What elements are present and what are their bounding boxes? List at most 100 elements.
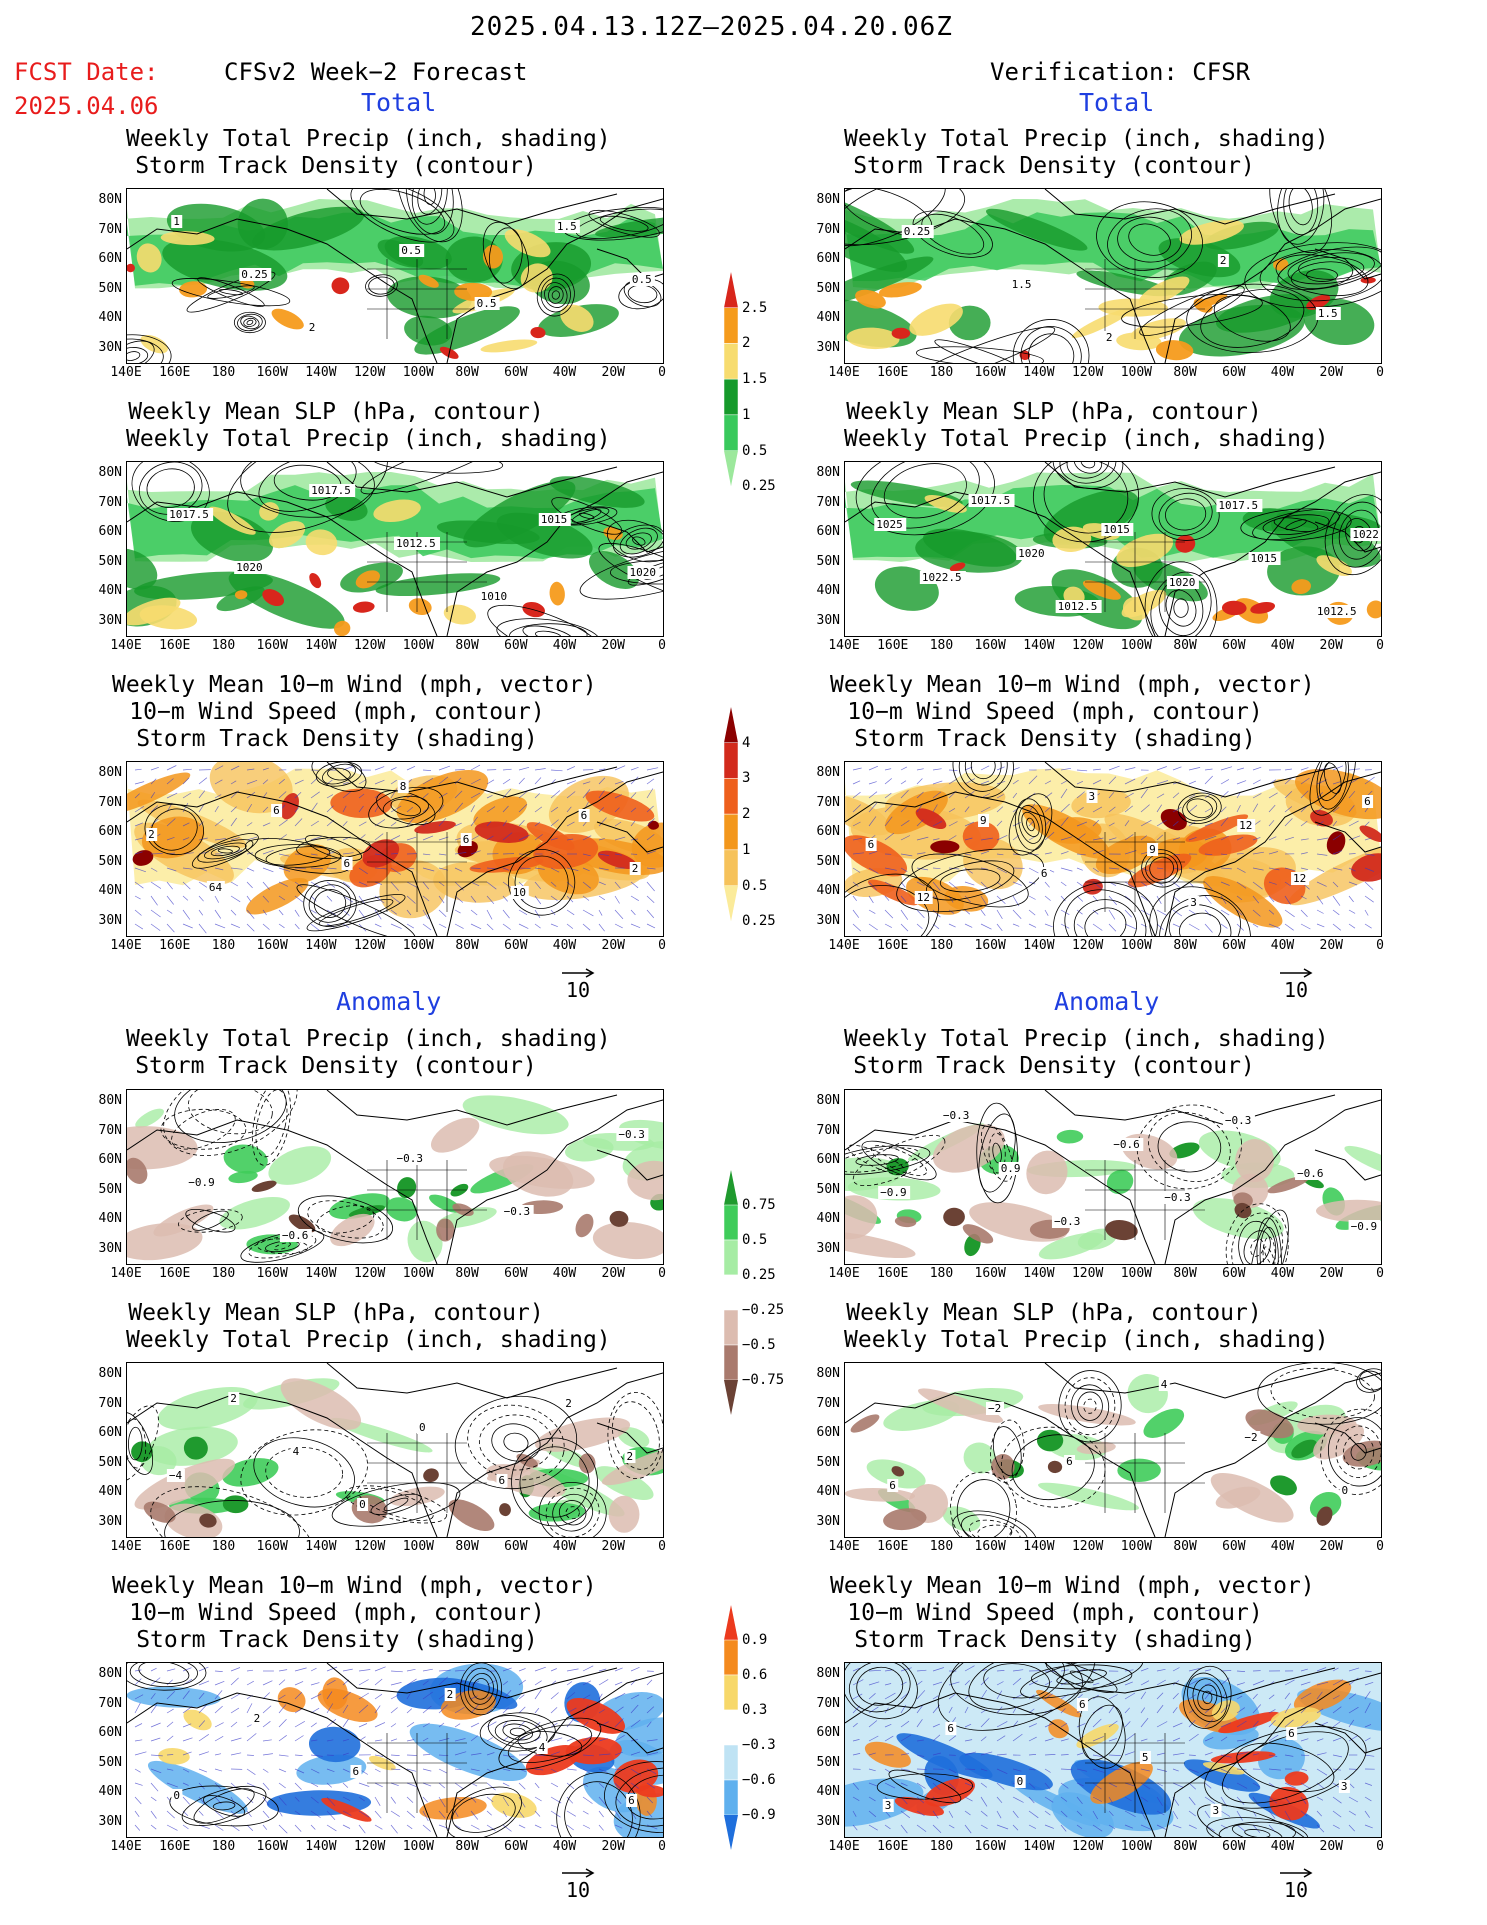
svg-text:2: 2 <box>1106 331 1113 344</box>
lon-label: 80W <box>455 638 479 653</box>
lon-label: 120W <box>353 1539 386 1554</box>
colorbar-label: 0.9 <box>742 1632 768 1648</box>
lat-label: 50N <box>98 280 122 296</box>
svg-text:−0.9: −0.9 <box>880 1186 907 1199</box>
lat-label: 60N <box>816 1152 840 1167</box>
svg-text:1017.5: 1017.5 <box>311 484 351 497</box>
lon-label: 60W <box>504 365 528 380</box>
contour-label: −2 <box>1242 1431 1261 1444</box>
svg-text:0: 0 <box>173 1789 180 1802</box>
lat-label: 40N <box>816 583 840 598</box>
lon-label: 60W <box>1222 365 1246 380</box>
lon-label: 160E <box>159 1266 191 1281</box>
contour-label: 0 <box>416 1421 428 1434</box>
vector-scale-left-top: 10 <box>560 960 596 1002</box>
svg-text:0.5: 0.5 <box>477 297 497 310</box>
lon-label: 100W <box>1120 1266 1153 1281</box>
fcst-date-value: 2025.04.06 <box>14 92 159 120</box>
lon-label: 160E <box>159 938 191 953</box>
lat-label: 40N <box>98 883 122 898</box>
contour-label: 6 <box>1038 867 1050 880</box>
lon-label: 180 <box>929 938 954 953</box>
contour-label: −4 <box>166 1469 185 1482</box>
lon-label: 40W <box>1270 1266 1295 1281</box>
lon-label: 140W <box>305 365 337 380</box>
contour-label: 1022.5 <box>1350 528 1381 541</box>
contour-label: 6 <box>1286 1727 1298 1740</box>
title-p1R: Weekly Total Precip (inch, shading) Storm… <box>844 126 1329 179</box>
lon-label: 20W <box>601 1539 625 1554</box>
contour-label: 12 <box>1237 819 1256 832</box>
lat-label: 40N <box>816 310 840 325</box>
lon-label: 160W <box>256 365 288 380</box>
lat-label: 40N <box>816 1484 840 1499</box>
lon-label: 120W <box>353 638 386 653</box>
lon-label: 180 <box>929 365 954 380</box>
lat-label: 80N <box>98 1666 122 1681</box>
lon-label: 120W <box>1071 638 1104 653</box>
contour-label: 3 <box>1338 1780 1350 1793</box>
title-p1L: Weekly Total Precip (inch, shading) Storm… <box>126 126 611 179</box>
contour-label: −0.9 <box>1348 1220 1381 1233</box>
contour-label: 0.5 <box>629 273 655 286</box>
map-field: −0.9 −0.3 0.9 −0.3 −0.6 −0.3 −0.3 −0.6 −0.9 <box>845 1090 1381 1264</box>
contour-label: 6 <box>271 804 283 817</box>
lon-label: 140W <box>1023 638 1055 653</box>
colorbar-label: −0.75 <box>742 1372 785 1388</box>
lon-label: 40W <box>1270 1539 1295 1554</box>
title-p4R: Weekly Total Precip (inch, shading) Storm… <box>844 1026 1329 1079</box>
contour-label: −0.3 <box>616 1128 649 1141</box>
lat-label: 30N <box>816 1513 840 1529</box>
svg-text:2: 2 <box>447 1688 454 1701</box>
contour-label: 6 <box>1362 795 1374 808</box>
map-panel-p3R: 6 12 9 6 3 9 3 12 12 6 <box>844 761 1382 937</box>
lon-label: 160E <box>877 365 909 380</box>
contour-label: 1020 <box>1166 576 1199 589</box>
contour-label: 6 <box>1076 1698 1088 1711</box>
svg-text:3: 3 <box>885 1799 892 1812</box>
lat-label: 80N <box>98 765 122 780</box>
colorbar-label: −0.5 <box>742 1337 776 1353</box>
lat-label: 40N <box>816 1211 840 1226</box>
lat-label: 30N <box>98 1240 122 1256</box>
contour-label: 0.5 <box>399 244 425 257</box>
colorbar-label: 0.25 <box>742 478 776 495</box>
colorbar-label: −0.25 <box>742 1302 785 1318</box>
svg-text:−0.3: −0.3 <box>1054 1215 1081 1228</box>
svg-text:−0.3: −0.3 <box>1225 1114 1252 1127</box>
lat-label: 50N <box>98 853 122 869</box>
lat-label: 70N <box>816 1395 840 1411</box>
map-panel-p6R: 3 6 0 6 5 3 6 3 <box>844 1662 1382 1838</box>
lon-label: 140E <box>110 1266 142 1281</box>
lon-label: 0 <box>658 1266 666 1281</box>
colorbar-label: −0.9 <box>742 1807 776 1823</box>
title-p6L: Weekly Mean 10−m Wind (mph, vector) 10−m … <box>112 1573 597 1653</box>
contour-label: −2 <box>985 1402 1004 1415</box>
svg-text:1015: 1015 <box>541 513 568 526</box>
lat-label: 70N <box>98 494 122 510</box>
svg-text:1012.5: 1012.5 <box>396 537 436 550</box>
contour-label: 2 <box>1103 331 1115 344</box>
lon-label: 80W <box>1173 1266 1197 1281</box>
lon-label: 0 <box>658 1539 666 1554</box>
lat-label: 80N <box>816 192 840 207</box>
colorbar-label: 1.5 <box>742 371 768 388</box>
svg-text:−0.6: −0.6 <box>1113 1138 1140 1151</box>
lon-label: 120W <box>1071 938 1104 953</box>
contour-label: 0 <box>357 1498 369 1511</box>
svg-text:9: 9 <box>980 814 987 827</box>
colorbar-precip-total: 2.5 2 1.5 1 0.5 0.25 <box>723 272 794 536</box>
colorbar-storm-anomaly: 0.9 0.6 0.3 −0.3 −0.6 −0.9 <box>723 1605 794 1899</box>
lon-label: 160E <box>159 1539 191 1554</box>
lon-label: 160W <box>256 638 288 653</box>
lon-label: 160E <box>159 638 191 653</box>
lat-label: 60N <box>98 1152 122 1167</box>
contour-label: 6 <box>350 1765 362 1778</box>
map-panel-p3L: 2 64 6 6 8 6 10 6 2 <box>126 761 664 937</box>
lon-label: 60W <box>1222 1539 1246 1554</box>
svg-text:−4: −4 <box>169 1469 183 1482</box>
map-field: −0.9 −0.6 −0.3 −0.3 −0.3 <box>127 1090 663 1264</box>
svg-text:−0.9: −0.9 <box>188 1176 215 1189</box>
lon-label: 100W <box>402 938 435 953</box>
lon-label: 60W <box>504 638 528 653</box>
